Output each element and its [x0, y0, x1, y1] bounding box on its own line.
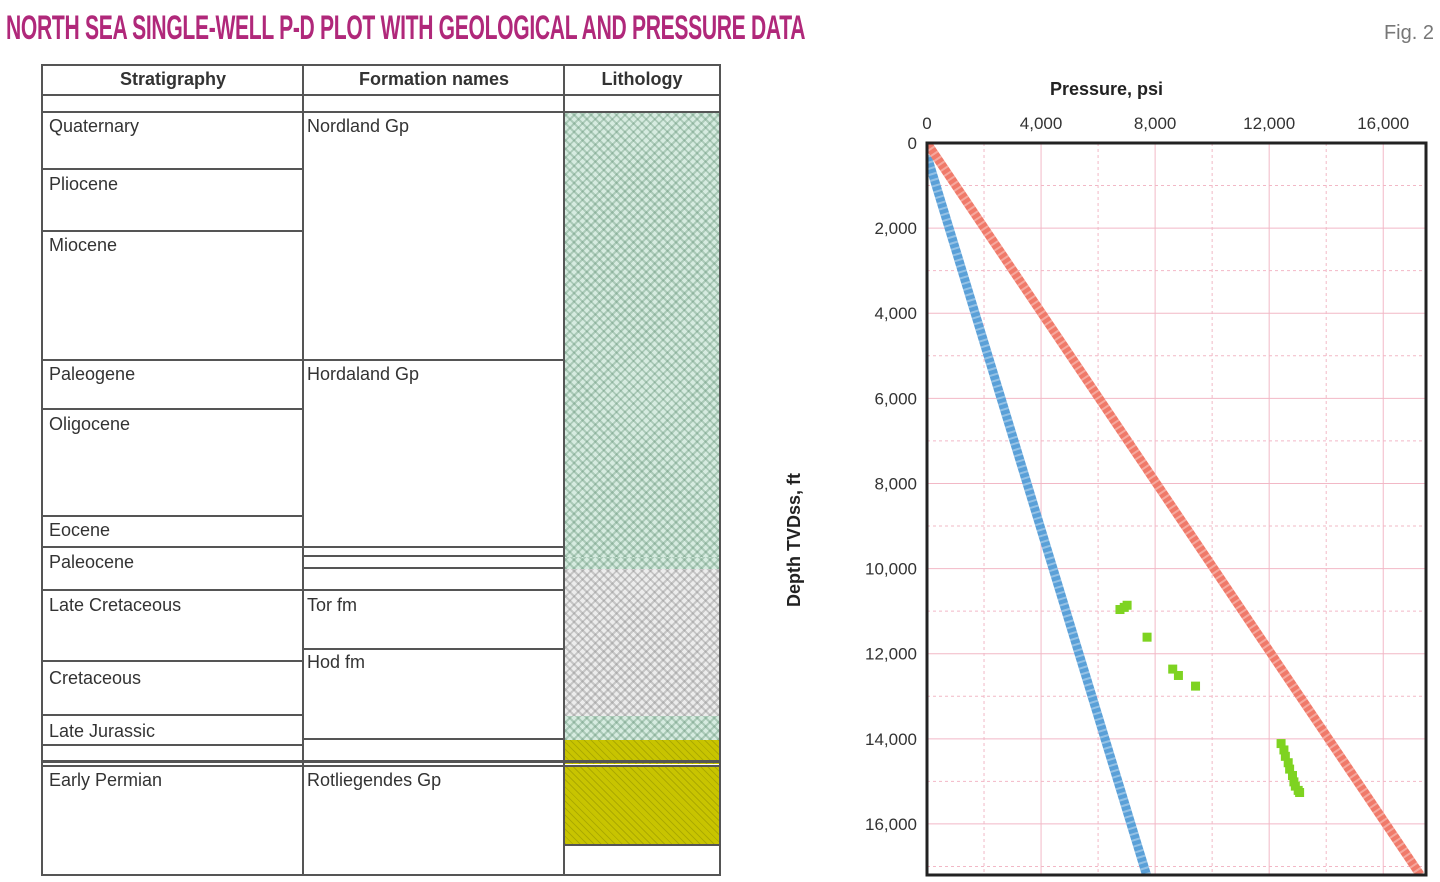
strat-oligocene: Oligocene — [49, 414, 131, 434]
pressure-point — [1191, 681, 1201, 691]
column-divider — [302, 64, 304, 876]
formation-rotliegendes: Rotliegendes Gp — [307, 770, 442, 790]
strat-paleocene: Paleocene — [49, 552, 135, 572]
row-divider — [303, 738, 563, 740]
formation-nordland: Nordland Gp — [307, 116, 410, 136]
formation-tor: Tor fm — [307, 595, 358, 615]
y-tick-label: 6,000 — [874, 389, 917, 408]
formation-hordaland: Hordaland Gp — [307, 364, 420, 384]
strat-quaternary: Quaternary — [49, 116, 140, 136]
row-divider — [41, 94, 721, 96]
pressure-point — [1276, 739, 1286, 749]
row-divider — [41, 111, 721, 113]
chart-series — [927, 143, 1425, 875]
row-divider — [43, 765, 721, 767]
pressure-point — [1280, 751, 1290, 761]
strat-eocene: Eocene — [49, 520, 111, 540]
pressure-depth-chart: 0 4,000 8,000 12,000 16,000 0 2,000 4,000 6,000 8… — [784, 79, 1428, 877]
x-tick-label: 16,000 — [1357, 114, 1409, 133]
x-tick-label: 8,000 — [1134, 114, 1177, 133]
y-tick-label: 14,000 — [865, 730, 917, 749]
strat-paleogene: Paleogene — [49, 364, 136, 384]
row-divider — [43, 589, 563, 591]
y-tick-label: 12,000 — [865, 645, 917, 664]
pressure-point — [1283, 758, 1293, 768]
row-divider — [565, 844, 719, 846]
strat-cretaceous: Cretaceous — [49, 668, 142, 688]
pressure-point — [1285, 764, 1295, 774]
lithology-sandstone-permian — [565, 766, 719, 844]
x-tick-label: 0 — [922, 114, 931, 133]
pressure-point — [1173, 670, 1183, 680]
header-stratigraphy: Stratigraphy — [119, 69, 227, 89]
y-tick-label: 2,000 — [874, 219, 917, 238]
chart-ticks: 0 4,000 8,000 12,000 16,000 0 2,000 4,000 6,000 8… — [865, 114, 1409, 834]
strat-miocene: Miocene — [49, 235, 118, 255]
row-divider — [43, 230, 303, 232]
lithology-shale-jurassic — [565, 716, 719, 740]
y-tick-label: 0 — [908, 134, 917, 153]
strat-pliocene: Pliocene — [49, 174, 119, 194]
row-divider — [43, 714, 303, 716]
pressure-point — [1122, 600, 1132, 610]
figure-number: Fig. 2 — [1383, 22, 1434, 44]
chart-grid — [927, 143, 1426, 875]
hydrostatic-line — [927, 154, 1151, 875]
x-tick-label: 12,000 — [1243, 114, 1295, 133]
y-tick-label: 8,000 — [874, 474, 917, 493]
y-axis-title: Depth TVDss, ft — [784, 473, 804, 607]
figure-title: North sea single-well P-D plot with geol… — [6, 9, 806, 47]
table-frame — [41, 64, 721, 876]
y-tick-label: 4,000 — [874, 304, 917, 323]
y-tick-label: 10,000 — [865, 560, 917, 579]
x-axis-title: Pressure, psi — [1050, 79, 1163, 99]
overburden-line — [927, 143, 1425, 875]
row-divider — [43, 515, 303, 517]
lithology-chalk — [565, 569, 719, 716]
pressure-point — [1142, 632, 1152, 642]
series-line-1 — [927, 143, 1425, 875]
header-formation-names: Formation names — [358, 69, 510, 89]
row-divider — [303, 555, 563, 557]
pressure-point — [1295, 788, 1305, 798]
strat-late-cretaceous: Late Cretaceous — [49, 595, 182, 615]
pressure-point — [1168, 664, 1178, 674]
series-line-0 — [927, 154, 1151, 875]
row-divider — [303, 567, 563, 569]
lithology-shale-upper — [565, 113, 719, 557]
row-divider — [43, 408, 303, 410]
row-divider — [43, 660, 303, 662]
row-divider — [43, 168, 303, 170]
row-divider — [43, 760, 721, 763]
row-divider — [43, 359, 563, 361]
formation-hod: Hod fm — [307, 652, 366, 672]
row-divider — [303, 648, 563, 650]
y-tick-label: 16,000 — [865, 815, 917, 834]
pressure-point — [1279, 745, 1289, 755]
x-tick-label: 4,000 — [1020, 114, 1063, 133]
lithology-shale-paleocene — [565, 557, 719, 569]
plot-frame — [925, 141, 1428, 877]
pressure-point — [1287, 770, 1297, 780]
column-divider — [563, 64, 565, 876]
strat-late-jurassic: Late Jurassic — [49, 721, 156, 741]
row-divider — [43, 744, 303, 746]
header-lithology: Lithology — [601, 69, 683, 89]
row-divider — [43, 546, 563, 548]
strat-early-permian: Early Permian — [49, 770, 163, 790]
